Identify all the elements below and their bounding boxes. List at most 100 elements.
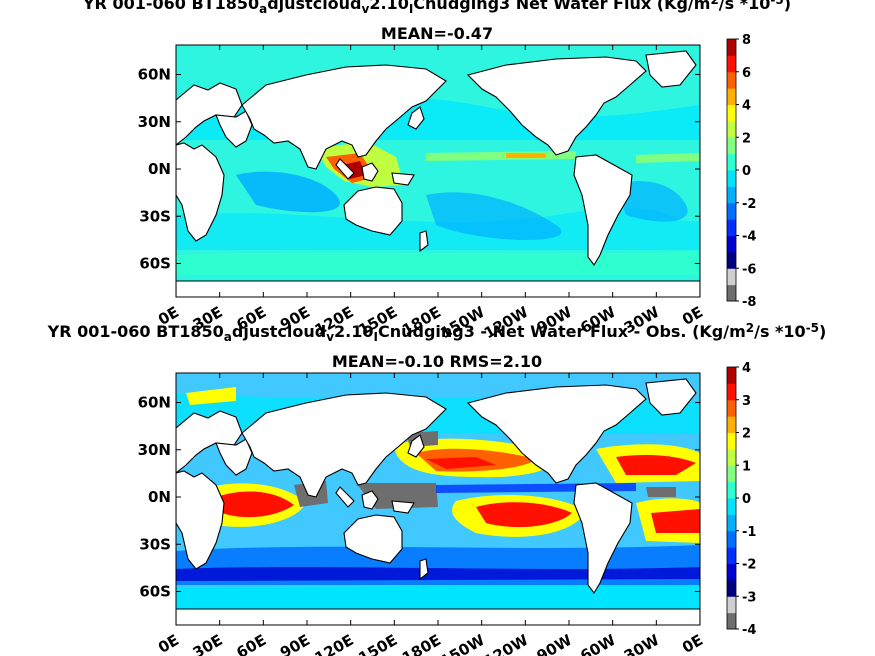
field-patch-io-high-core <box>216 491 294 518</box>
colorbar-segment <box>727 465 736 483</box>
title-part: a <box>259 2 267 16</box>
colorbar-segment <box>727 481 736 499</box>
colorbar-segment <box>727 219 736 236</box>
colorbar-segment <box>727 399 736 417</box>
colorbar-tick-label: -4 <box>742 623 756 638</box>
colorbar-1: 8 6 4 2 0 -2 -4 -6 -8 <box>726 33 756 310</box>
title-part: djustcloud <box>232 322 326 341</box>
colorbar-tick-label: -6 <box>742 262 756 277</box>
x-tick-label: 30E <box>190 631 226 656</box>
y-tick-label: 60N <box>138 394 171 412</box>
colorbar-segment <box>727 547 736 564</box>
colorbar-tick-label: -8 <box>742 295 756 310</box>
title-part: v <box>362 2 370 16</box>
field-patch-np-high-max <box>426 457 496 469</box>
colorbar-tick-label: -2 <box>742 558 756 573</box>
colorbar-segment <box>727 235 736 253</box>
title-part: YR 001-060 BT1850 <box>47 322 224 341</box>
colorbar-segment <box>727 153 736 171</box>
y-tick-label: 30N <box>138 441 171 459</box>
colorbar-tick-label: 3 <box>742 394 751 409</box>
colorbar-segment <box>727 383 736 401</box>
colorbar-tick-label: -2 <box>742 197 756 212</box>
title-part: I <box>409 2 413 16</box>
x-axis-ticks-1 <box>175 45 701 297</box>
colorbar-segment <box>727 186 736 204</box>
x-tick-label: 150E <box>355 631 400 656</box>
x-tick-label: 30W <box>621 631 663 656</box>
colorbar-segment <box>727 563 736 581</box>
colorbar-2: 4 3 2 1 0 -1 -2 -3 -4 <box>726 361 756 638</box>
y-tick-label: 30S <box>139 535 171 553</box>
chart-panel-1: YR 001-060 BT1850adjustcloudv2.10ICnudgi… <box>82 0 791 342</box>
colorbar-segment <box>727 55 736 73</box>
colorbar-segment <box>727 104 736 122</box>
field-patch-storm-track <box>176 251 700 275</box>
y-tick-label: 60N <box>138 66 171 84</box>
field-patch-sp-high-core <box>476 502 572 528</box>
colorbar-tick-label: 4 <box>742 99 751 114</box>
colorbar-segment <box>727 612 736 630</box>
title-part: v <box>326 330 334 344</box>
colorbar-segment <box>727 251 736 269</box>
chart-subtitle-2: MEAN=-0.10 RMS=2.10 <box>332 352 542 371</box>
colorbar-segment <box>727 39 736 56</box>
colorbar-segment <box>727 367 736 384</box>
colorbar-segment <box>727 530 736 548</box>
title-part: 2.10 <box>369 0 408 13</box>
title-part: Cnudging3 - Net Water Flux - Obs. (Kg/m <box>378 322 746 341</box>
y-tick-label: 0N <box>148 160 171 178</box>
colorbar-segment <box>727 432 736 450</box>
y-tick-label: 30N <box>138 113 171 131</box>
field-patch-atl-itcz <box>636 153 700 163</box>
x-tick-label: 0E <box>155 631 182 656</box>
title-part: 2 <box>746 321 754 335</box>
chart-panel-2: YR 001-060 BT1850adjustcloudv2.10ICnudgi… <box>47 321 827 656</box>
field-patch-blue-atl <box>616 181 688 222</box>
field-patch-blue-io <box>236 171 340 213</box>
y-axis-ticks-1 <box>176 74 700 264</box>
y-tick-label: 0N <box>148 488 171 506</box>
x-axis-ticks-2 <box>175 373 701 625</box>
field-patch-blue-sp <box>426 192 562 240</box>
colorbar-segment <box>727 514 736 532</box>
colorbar-tick-label: -4 <box>742 230 756 245</box>
colorbar-segment <box>727 448 736 466</box>
colorbar-segment <box>727 71 736 89</box>
colorbar-tick-label: -1 <box>742 525 756 540</box>
field-patch-so-deep <box>176 567 700 581</box>
title-part: 2 <box>710 0 718 7</box>
title-part: Cnudging3 Net Water Flux (Kg/m <box>413 0 710 13</box>
y-tick-label: 60S <box>139 583 171 601</box>
colorbar-tick-label: 0 <box>742 164 751 179</box>
title-part: 2.10 <box>334 322 373 341</box>
x-tick-label: 120W <box>481 631 532 656</box>
colorbar-segment <box>727 416 736 433</box>
title-part: /s *10 <box>754 322 806 341</box>
title-part: -5 <box>770 0 783 7</box>
field-patch-na-high-core <box>616 455 696 475</box>
colorbar-segment <box>727 284 736 302</box>
colorbar-segment <box>727 579 736 597</box>
colorbar-segment <box>727 498 736 515</box>
y-axis-labels-1: 60N 30N 0N 30S 60S <box>138 66 171 273</box>
y-tick-label: 60S <box>139 255 171 273</box>
title-part: /s *10 <box>719 0 771 13</box>
x-tick-label: 90E <box>277 631 313 656</box>
chart-subtitle-1: MEAN=-0.47 <box>381 24 493 43</box>
colorbar-tick-label: 4 <box>742 361 751 376</box>
field-patch-sa-high-core <box>651 509 700 533</box>
field-patch-nh-yellow <box>186 387 236 405</box>
colorbar-tick-label: 0 <box>742 492 751 507</box>
x-tick-label: 60W <box>577 631 619 656</box>
title-part: YR 001-060 BT1850 <box>82 0 259 13</box>
field-patch-missing-atl <box>646 487 676 497</box>
title-part: -5 <box>806 321 819 335</box>
colorbar-segment <box>727 120 736 138</box>
field-patch-so-cyan <box>176 585 700 609</box>
colorbar-segment <box>727 137 736 155</box>
title-part: I <box>374 330 378 344</box>
colorbar-segment <box>727 268 736 286</box>
